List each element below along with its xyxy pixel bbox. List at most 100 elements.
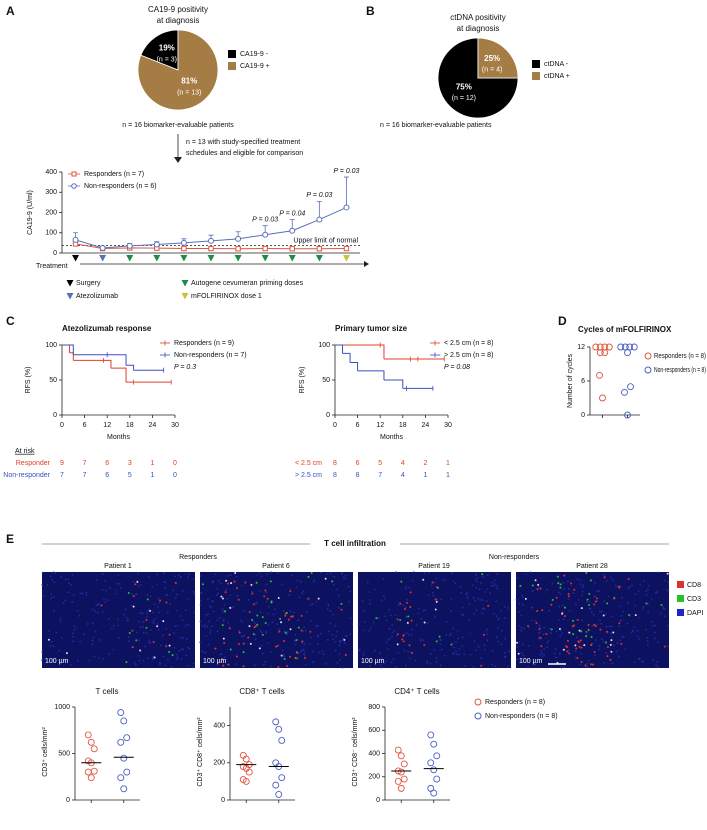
- cell-signal: [628, 613, 631, 616]
- nucleus: [300, 649, 303, 652]
- cell-signal: [527, 625, 530, 628]
- nucleus: [67, 582, 70, 585]
- nucleus: [559, 629, 562, 632]
- nucleus: [79, 640, 81, 643]
- nucleus: [199, 599, 202, 602]
- nucleus: [216, 630, 219, 633]
- nucleus: [102, 658, 105, 661]
- legend-label: ctDNA -: [544, 61, 569, 68]
- cell-signal: [280, 654, 283, 657]
- nucleus: [616, 642, 619, 644]
- x-tick-label: 12: [103, 422, 111, 429]
- nucleus: [98, 656, 101, 659]
- nucleus: [340, 639, 343, 642]
- nucleus: [134, 663, 137, 666]
- nucleus: [117, 624, 120, 627]
- cell-signal: [593, 623, 596, 626]
- risk-count: 9: [60, 460, 64, 467]
- cell-signal: [407, 615, 410, 618]
- y-tick-label: 600: [368, 727, 380, 734]
- cell-signal: [396, 618, 399, 621]
- risk-count: 4: [401, 460, 405, 467]
- nucleus: [633, 661, 636, 664]
- nucleus: [490, 585, 492, 587]
- nucleus: [567, 649, 570, 651]
- nucleus: [200, 591, 203, 594]
- pie-slice: [477, 37, 519, 79]
- nucleus: [349, 590, 351, 593]
- nucleus: [135, 631, 138, 634]
- nucleus: [316, 635, 319, 638]
- treatment-marker: [261, 255, 269, 262]
- chart-title: at diagnosis: [457, 24, 500, 33]
- nucleus: [395, 665, 398, 668]
- nucleus: [605, 579, 608, 582]
- cell-signal: [570, 582, 573, 585]
- nucleus: [550, 632, 553, 635]
- nucleus: [52, 596, 55, 599]
- nucleus: [599, 610, 601, 613]
- nucleus: [98, 639, 101, 641]
- nucleus: [282, 609, 285, 612]
- cell-signal: [605, 630, 608, 633]
- nucleus: [72, 640, 74, 643]
- nucleus: [192, 662, 195, 665]
- dot: [278, 774, 286, 782]
- nucleus: [503, 655, 506, 658]
- nucleus: [473, 613, 476, 616]
- nucleus: [333, 576, 336, 578]
- cell-signal: [576, 618, 579, 621]
- legend-label: Autogene cevumeran priming doses: [191, 280, 304, 287]
- nucleus: [162, 655, 165, 658]
- nucleus: [411, 579, 414, 582]
- nucleus: [289, 588, 292, 590]
- cell-signal: [524, 597, 527, 600]
- nucleus: [493, 583, 496, 586]
- survival-step: [110, 367, 127, 383]
- nucleus: [541, 652, 543, 655]
- nucleus: [528, 626, 531, 629]
- cell-signal: [295, 639, 298, 642]
- nucleus: [662, 605, 665, 608]
- nucleus: [666, 624, 669, 627]
- cell-signal: [252, 633, 255, 636]
- risk-label: Responder: [16, 460, 51, 467]
- survival-step: [126, 364, 135, 371]
- nucleus: [461, 606, 464, 609]
- nucleus: [538, 631, 541, 634]
- dot: [275, 790, 283, 798]
- nucleus: [472, 666, 475, 668]
- cell-signal: [139, 649, 142, 652]
- nucleus: [478, 646, 481, 649]
- cell-signal: [229, 606, 232, 609]
- nucleus: [611, 662, 614, 665]
- cell-signal: [307, 575, 310, 578]
- nucleus: [229, 594, 232, 597]
- nucleus: [587, 659, 590, 662]
- legend-label: Responders (n = 7): [84, 171, 144, 178]
- x-tick-label: 12: [376, 422, 384, 429]
- nucleus: [77, 609, 79, 612]
- nucleus: [240, 619, 242, 622]
- nucleus: [41, 571, 44, 574]
- arrow-note: n = 13 with study-specified treatment: [186, 139, 300, 146]
- cell-signal: [634, 614, 637, 617]
- nucleus: [494, 665, 497, 668]
- nucleus: [293, 640, 296, 643]
- nucleus: [656, 666, 659, 669]
- cell-signal: [555, 596, 558, 599]
- nucleus: [562, 618, 565, 621]
- nucleus: [525, 573, 528, 576]
- nucleus: [534, 663, 537, 666]
- nucleus: [579, 663, 582, 666]
- nucleus: [347, 585, 350, 588]
- nucleus: [311, 602, 314, 605]
- nucleus: [302, 630, 304, 633]
- cell-signal: [254, 625, 257, 628]
- nucleus: [270, 665, 272, 668]
- nucleus: [522, 627, 525, 630]
- nucleus: [344, 574, 347, 577]
- nucleus: [424, 572, 426, 575]
- nucleus: [335, 588, 338, 591]
- treatment-marker: [180, 255, 188, 262]
